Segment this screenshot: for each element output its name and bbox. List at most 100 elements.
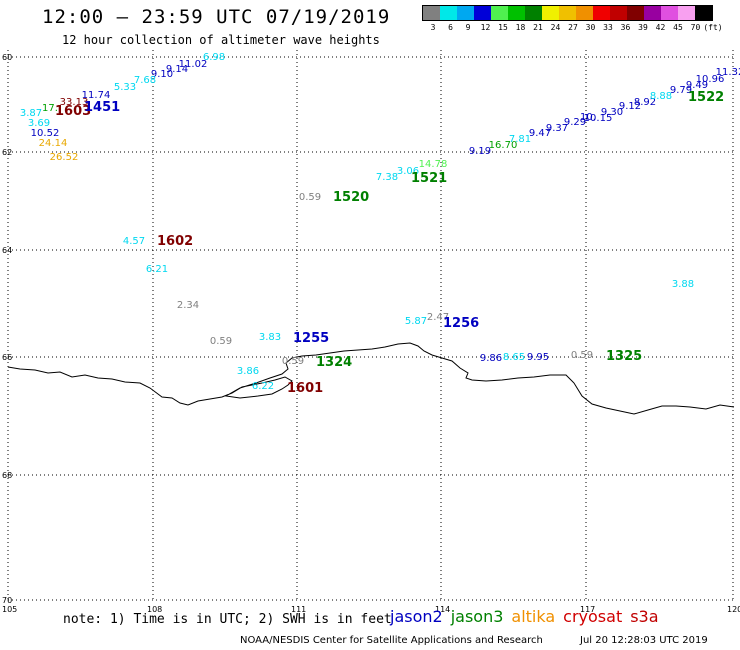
wave-height-value: 9.95 xyxy=(527,352,549,363)
legend-label: 42 xyxy=(655,23,666,32)
legend-label: 12 xyxy=(480,23,491,32)
legend-label: 39 xyxy=(638,23,648,32)
wave-height-value: 9.86 xyxy=(480,353,502,364)
pass-time-label: 1601 xyxy=(287,381,323,396)
wave-height-value: 4.57 xyxy=(123,236,145,247)
legend-label: 70 xyxy=(690,23,701,32)
wave-height-value: 0.59 xyxy=(282,356,304,367)
legend-swatch xyxy=(644,6,661,20)
wave-height-value: 2.34 xyxy=(177,300,199,311)
map-title: 12:00 – 23:59 UTC 07/19/2019 xyxy=(42,6,391,28)
wave-height-value: 9.10 xyxy=(151,69,173,80)
wave-height-value: 7.38 xyxy=(376,172,398,183)
legend-label: 33 xyxy=(603,23,613,32)
wave-height-value: 9.19 xyxy=(469,146,491,157)
wave-height-value: 0.59 xyxy=(210,336,232,347)
legend-swatch xyxy=(542,6,559,20)
longitude-label: 108 xyxy=(147,605,162,614)
wave-height-value: 9.29 xyxy=(564,117,586,128)
pass-time-label: 1256 xyxy=(443,316,479,331)
wave-height-value: 10.96 xyxy=(696,74,725,85)
legend-swatch xyxy=(440,6,457,20)
wave-height-value: 6.22 xyxy=(252,381,274,392)
wave-height-value: 16.70 xyxy=(489,140,518,151)
legend-color-scale xyxy=(422,5,713,21)
longitude-label: 120 xyxy=(727,605,740,614)
wave-height-value: 3.88 xyxy=(672,279,694,290)
pass-time-label: 1451 xyxy=(84,100,120,115)
legend-swatch xyxy=(474,6,491,20)
legend-label: 24 xyxy=(550,23,561,32)
wave-height-value: 5.87 xyxy=(405,316,427,327)
mission-cryosat: cryosat xyxy=(563,607,623,626)
longitude-label: 111 xyxy=(291,605,306,614)
wave-height-value: 33.13 xyxy=(60,97,89,108)
legend-label: 30 xyxy=(585,23,596,32)
mission-key: jason2 jason3 altika cryosat s3a xyxy=(390,607,667,626)
pass-time-label: 1324 xyxy=(316,355,352,370)
legend-label: 15 xyxy=(498,23,508,32)
legend-label: 27 xyxy=(568,23,578,32)
longitude-label: 105 xyxy=(2,605,17,614)
wave-height-value: 9.37 xyxy=(546,123,568,134)
longitude-label: 114 xyxy=(435,605,450,614)
wave-height-value: 9.14 xyxy=(166,64,188,75)
wave-height-value: 9.30 xyxy=(601,107,623,118)
wave-height-value: 7.68 xyxy=(134,75,156,86)
legend-label: (ft) xyxy=(703,23,723,32)
wave-height-value: 17. xyxy=(42,103,58,114)
wave-height-value: 9.49 xyxy=(686,80,708,91)
latitude-label: 68 xyxy=(2,471,12,480)
wave-height-value: 0.59 xyxy=(571,350,593,361)
legend-swatch xyxy=(491,6,508,20)
coastline xyxy=(7,342,735,415)
wave-height-value: 10. xyxy=(580,112,596,123)
wave-height-value: 11.74 xyxy=(82,90,111,101)
wave-height-value: 8.88 xyxy=(650,91,672,102)
legend-swatch xyxy=(678,6,695,20)
latitude-label: 60 xyxy=(2,53,12,62)
footer-note: note: 1) Time is in UTC; 2) SWH is in fe… xyxy=(63,612,392,627)
legend-swatch xyxy=(661,6,678,20)
pass-time-label: 1602 xyxy=(157,234,193,249)
wave-height-value: 7.81 xyxy=(509,134,531,145)
latitude-label: 66 xyxy=(2,353,12,362)
wave-height-value: 6.98 xyxy=(203,52,225,63)
pass-time-label: 1603 xyxy=(55,104,91,119)
wave-height-legend: 3 6 9 12 15 18 21 24 27 30 33 36 39 42 45 70 (ft) xyxy=(422,5,723,35)
pass-time-label: 1325 xyxy=(606,349,642,364)
legend-swatch xyxy=(610,6,627,20)
wave-height-value: 26.52 xyxy=(50,152,79,163)
credit-line: NOAA/NESDIS Center for Satellite Applica… xyxy=(240,635,543,646)
legend-labels: 3 6 9 12 15 18 21 24 27 30 33 36 39 42 45 70 (ft) xyxy=(422,21,723,35)
legend-label: 21 xyxy=(533,23,543,32)
pass-time-label: 1522 xyxy=(688,90,724,105)
latitude-label: 70 xyxy=(2,596,12,605)
legend-swatch xyxy=(576,6,593,20)
generated-timestamp: Jul 20 12:28:03 UTC 2019 xyxy=(580,635,708,646)
legend-label: 36 xyxy=(620,23,631,32)
legend-swatch xyxy=(559,6,576,20)
legend-swatch xyxy=(423,6,440,20)
pass-time-label: 1520 xyxy=(333,190,369,205)
wave-height-value: 9.47 xyxy=(529,128,551,139)
wave-height-value: 5.33 xyxy=(114,82,136,93)
wave-height-value: 10.15 xyxy=(584,113,613,124)
wave-height-value: 8.65 xyxy=(503,352,525,363)
legend-label: 6 xyxy=(448,23,453,32)
wave-height-value: 0.59 xyxy=(299,192,321,203)
latitude-label: 64 xyxy=(2,246,12,255)
latitude-label: 62 xyxy=(2,148,12,157)
wave-height-value: 14.78 xyxy=(419,159,448,170)
legend-swatch xyxy=(525,6,542,20)
legend-swatch xyxy=(593,6,610,20)
mission-jason2: jason2 xyxy=(390,607,443,626)
legend-swatch xyxy=(508,6,525,20)
wave-height-value: 3.69 xyxy=(28,118,50,129)
legend-swatch xyxy=(457,6,474,20)
map-subtitle: 12 hour collection of altimeter wave hei… xyxy=(62,33,380,47)
wave-height-value: 10.52 xyxy=(31,128,60,139)
legend-swatch xyxy=(627,6,644,20)
wave-height-value: 3.87 xyxy=(20,108,42,119)
